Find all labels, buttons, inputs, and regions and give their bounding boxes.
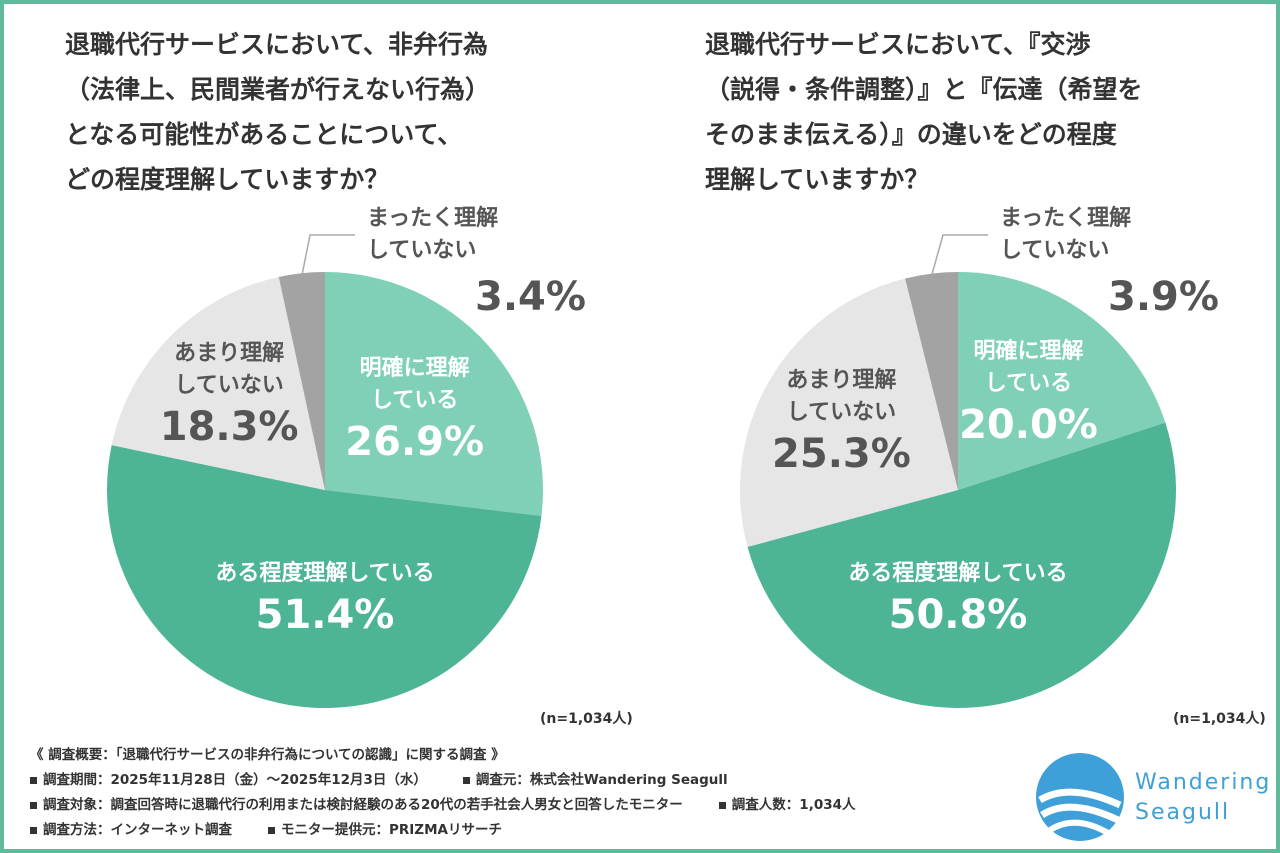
slice-label: あまり理解 していない 18.3% (160, 338, 299, 452)
slice-label: ある程度理解している 50.8% (848, 558, 1067, 640)
footer-item: 調査元：株式会社Wandering Seagull (463, 768, 728, 793)
footer-item: 調査方法：インターネット調査 (30, 818, 232, 843)
leader-line (301, 234, 355, 276)
slice-category-label: 明確に理解 している (973, 338, 1084, 396)
slice-label: 明確に理解 している 20.0% (959, 336, 1098, 450)
footer: 《 調査概要：「退職代行サービスの非弁行為についての認識」に関する調査 》 調査… (30, 743, 892, 843)
slice-category-label: まったく理解 していない (1000, 206, 1132, 263)
slice-value-label: 50.8% (888, 592, 1028, 638)
pie-slice (958, 272, 1166, 490)
slice-label: あまり理解 していない 25.3% (772, 365, 911, 479)
pie-slice (747, 422, 1177, 709)
slice-value-label: 51.4% (255, 592, 395, 638)
chart-title: 退職代行サービスにおいて、『交渉 （説得・条件調整）』と『伝達（希望を そのまま… (705, 30, 1143, 194)
slice-value-label: 26.9% (345, 419, 485, 466)
slice-category-label: まったく理解 していない (367, 206, 499, 263)
sample-note: (n=1,034人) (540, 711, 633, 727)
logo-wave (1038, 788, 1122, 809)
pie-slice (107, 445, 542, 708)
slice-value-label: 20.0% (959, 401, 1098, 448)
logo-wave (1048, 819, 1110, 836)
logo-text: Wandering Seagull (1135, 770, 1272, 825)
pie-slice (325, 272, 543, 516)
slice-value-label: 3.9% (1108, 274, 1219, 320)
pie-slice (278, 272, 325, 490)
footer-row: 調査方法：インターネット調査 モニター提供元：PRIZMAリサーチ (30, 818, 892, 843)
footer-heading: 《 調査概要：「退職代行サービスの非弁行為についての認識」に関する調査 》 (30, 747, 505, 763)
pie-slice (905, 272, 958, 490)
footer-row: 調査対象：調査回答時に退職代行の利用または検討経験のある20代の若手社会人男女と… (30, 793, 892, 818)
logo-wave (1040, 803, 1120, 824)
slice-label: ある程度理解している 51.4% (215, 558, 434, 640)
slice-value-label: 25.3% (772, 430, 911, 477)
footer-item: モニター提供元：PRIZMAリサーチ (268, 818, 502, 843)
slice-category-label: あまり理解 していない (174, 340, 285, 398)
slice-category-label: あまり理解 していない (786, 367, 897, 425)
footer-item: 調査人数：1,034人 (719, 793, 856, 818)
leader-line (930, 234, 988, 276)
chart-title: 退職代行サービスにおいて、非弁行為 （法律上、民間業者が行えない行為） となる可… (65, 30, 491, 194)
logo-icon (1036, 753, 1124, 841)
slice-category-label: 明確に理解 している (359, 356, 470, 414)
slice-category-label: ある程度理解している (848, 561, 1068, 586)
footer-row: 調査期間：2025年11月28日（金）～2025年12月3日（水） 調査元：株式会… (30, 768, 892, 793)
footer-item: 調査期間：2025年11月28日（金）～2025年12月3日（水） (30, 768, 427, 793)
slice-label: 明確に理解 している 26.9% (345, 353, 484, 467)
slice-value-label: 3.4% (475, 274, 586, 320)
slice-category-label: ある程度理解している (215, 561, 435, 586)
footer-item: 調査対象：調査回答時に退職代行の利用または検討経験のある20代の若手社会人男女と… (30, 793, 683, 818)
slice-value-label: 18.3% (159, 403, 299, 450)
pie-slice (740, 278, 958, 547)
logo-circle (1036, 753, 1124, 841)
sample-note: (n=1,034人) (1173, 711, 1266, 727)
pie-slice (111, 276, 325, 490)
